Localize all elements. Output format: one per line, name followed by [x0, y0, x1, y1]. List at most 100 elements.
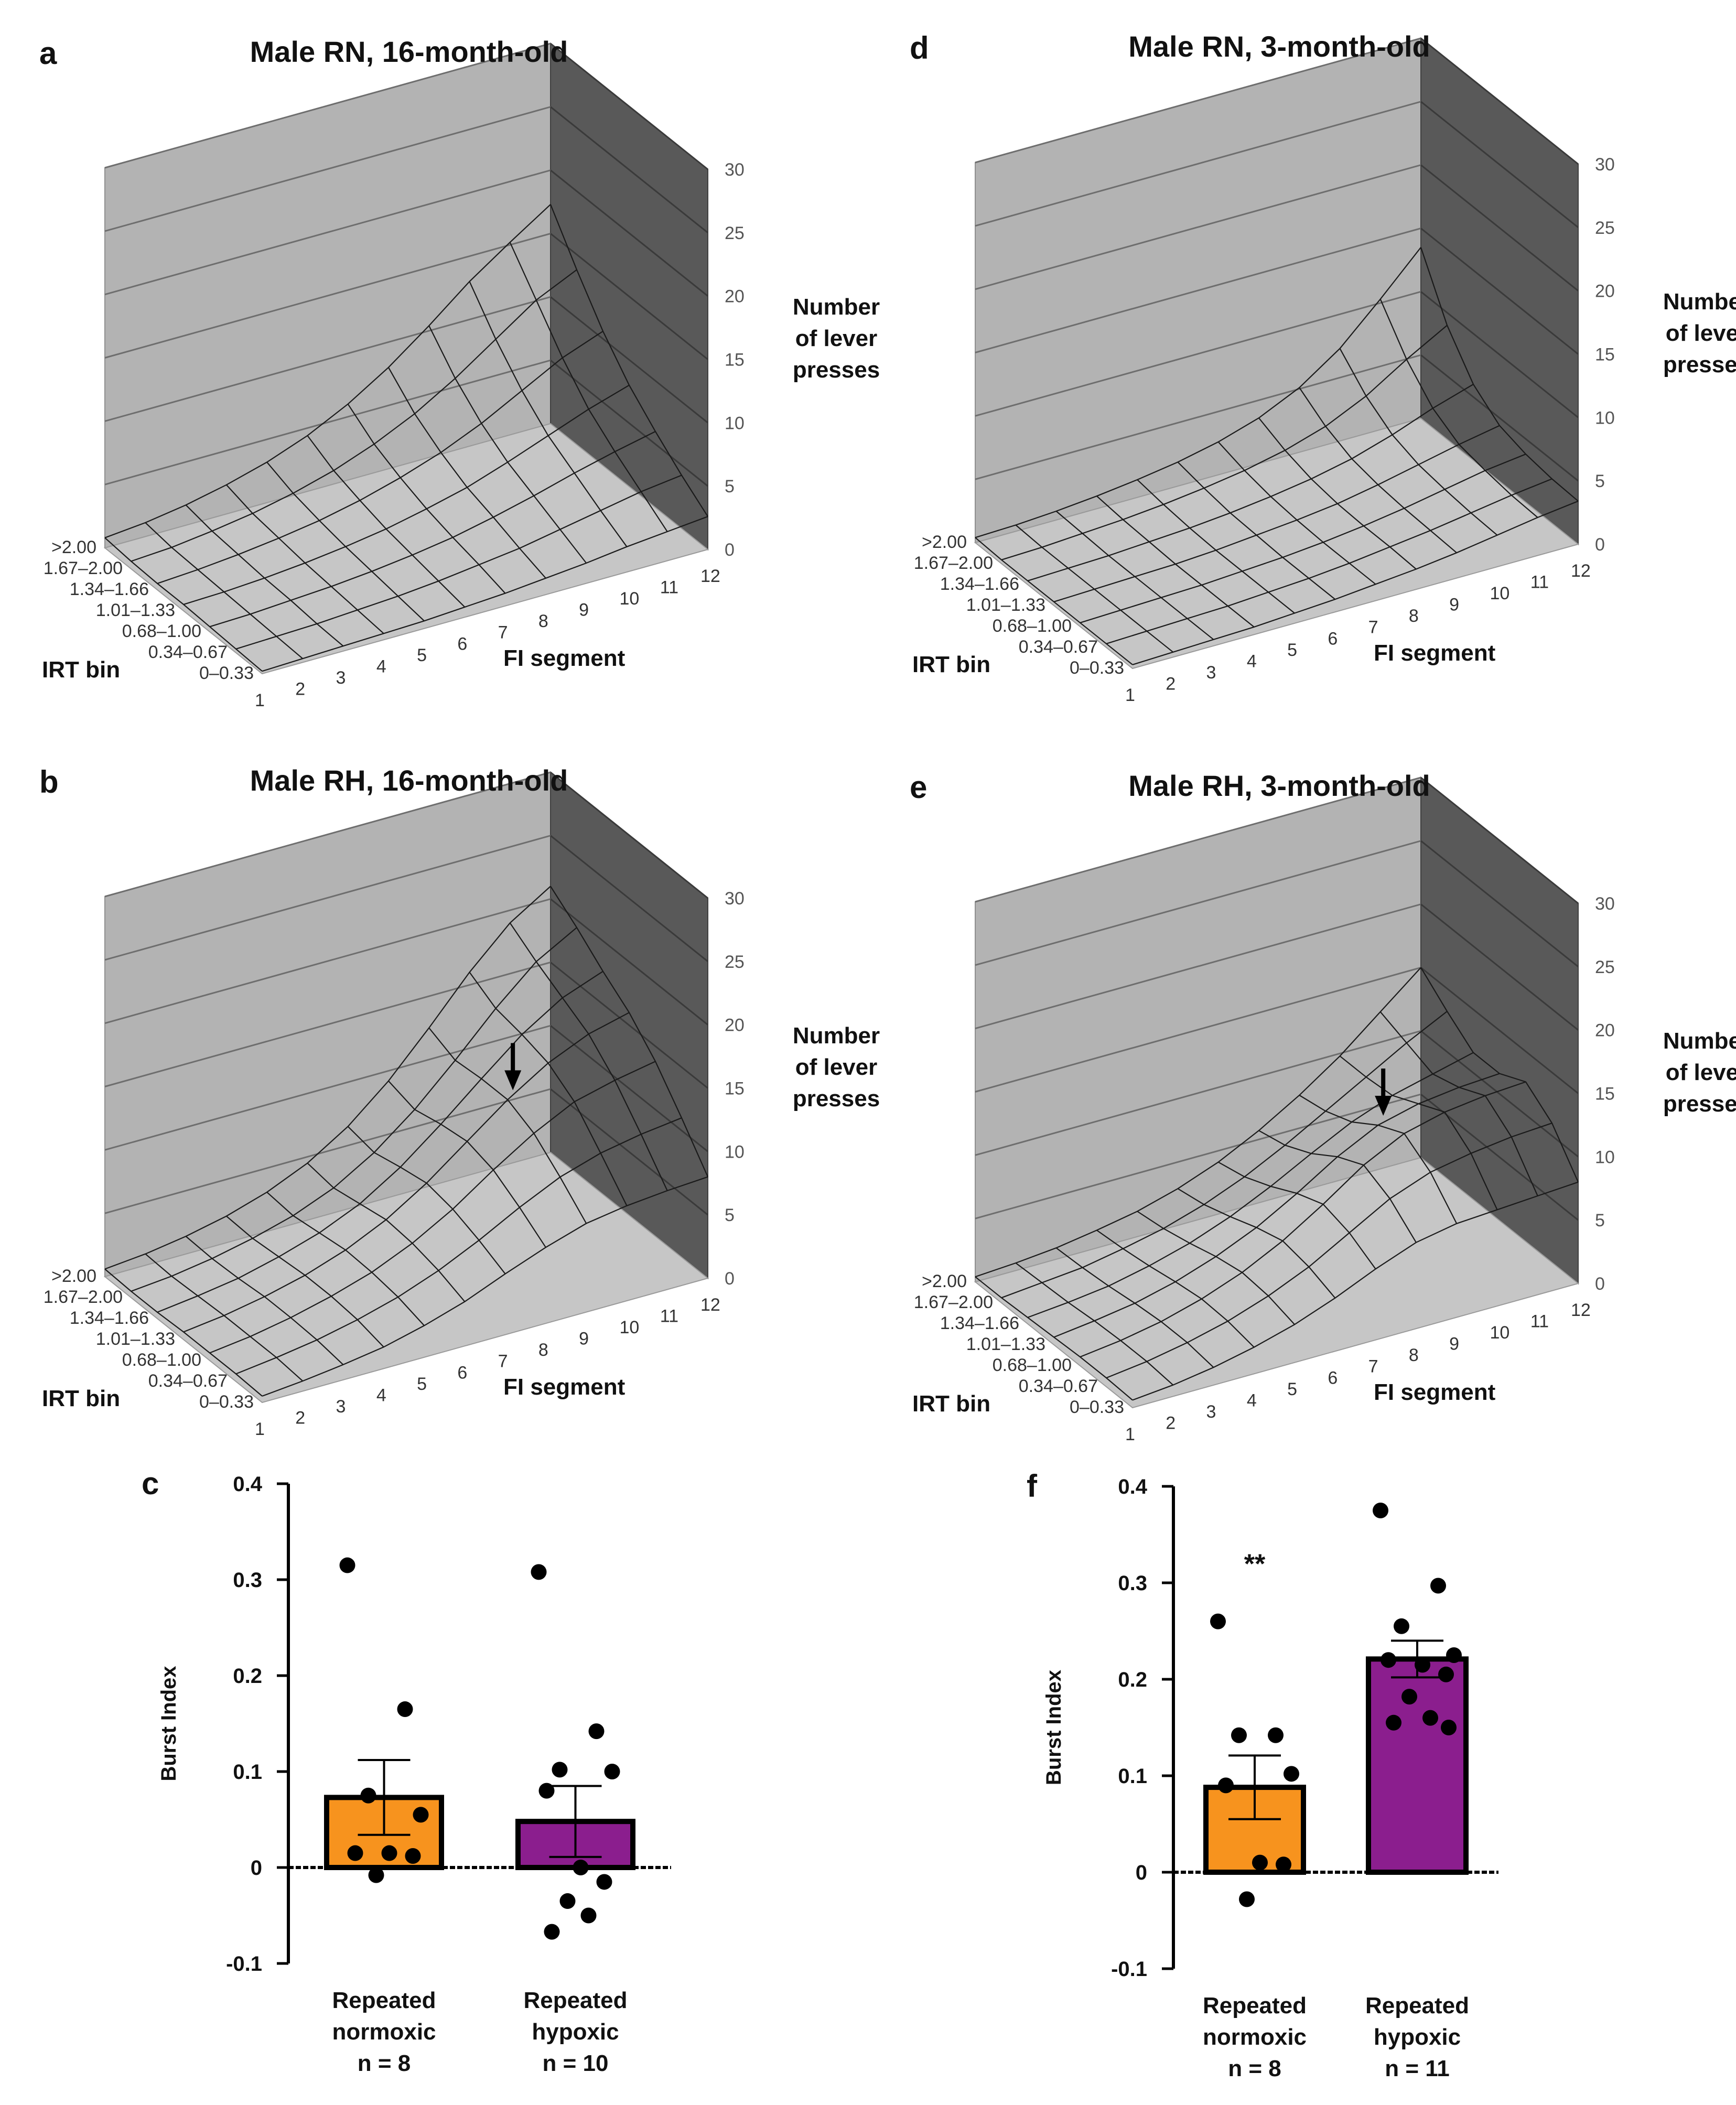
x-tick-label: 9: [1449, 1334, 1459, 1354]
mesh-line-irt: [1132, 1181, 1579, 1401]
x-tick-label: 9: [1449, 595, 1459, 615]
x-tick-label: 3: [336, 1397, 346, 1417]
back-gridline: [975, 290, 1421, 417]
z-tick-label: 0: [725, 1269, 735, 1289]
y-tick-label: 0.34–0.67: [1019, 637, 1098, 657]
mesh-line-fi: [266, 1192, 425, 1326]
data-point: [1386, 1714, 1401, 1731]
y-tick-label: 1.67–2.00: [914, 1292, 993, 1312]
x-tick-label: 12: [700, 1295, 720, 1315]
mesh-line-irt: [235, 1117, 682, 1375]
x-group-label-line: Repeated: [332, 1988, 436, 2013]
side-gridline: [550, 106, 708, 234]
y-axis-label: IRT bin: [912, 1391, 990, 1417]
z-tick-label: 20: [725, 1016, 745, 1035]
data-point: [1268, 1727, 1284, 1743]
back-gridline: [104, 962, 551, 1087]
x-tick-label: 12: [700, 566, 720, 586]
mesh-line-fi: [1339, 1055, 1498, 1210]
back-gridline: [104, 169, 551, 296]
data-point: [538, 1783, 555, 1799]
x-tick-label: 9: [579, 600, 589, 620]
mesh-line-fi: [1177, 1188, 1336, 1299]
z-axis-label-line: presses: [793, 357, 880, 383]
y-tick-label: 0.34–0.67: [148, 1371, 228, 1391]
back-gridline: [975, 776, 1421, 903]
side-gridline: [550, 359, 708, 487]
y-tick-label: 0.1: [1118, 1765, 1147, 1788]
side-gridline: [1420, 776, 1579, 904]
z-axis-label-line: presses: [1663, 352, 1736, 377]
mesh-line-irt: [1106, 478, 1552, 644]
mesh-line-fi: [145, 1253, 304, 1381]
panel-label: c: [142, 1466, 159, 1501]
data-point: [580, 1907, 597, 1924]
x-tick-label: 7: [498, 1352, 508, 1372]
z-axis-label: Number of lever presses: [793, 1023, 880, 1111]
data-point: [1446, 1647, 1462, 1663]
y-tick-label: >2.00: [922, 1271, 967, 1291]
data-point: [1438, 1666, 1454, 1682]
mesh-line-irt: [104, 204, 551, 538]
z-axis-label-line: Number: [1663, 1028, 1736, 1054]
side-gridline: [550, 771, 708, 899]
mesh-line-fi: [1137, 1211, 1295, 1325]
z-axis-label: Number of lever presses: [793, 294, 880, 383]
mesh-line-fi: [549, 204, 708, 517]
z-axis-label-line: Number: [793, 1023, 880, 1049]
z-tick-label: 20: [1595, 282, 1615, 301]
x-tick-label: 8: [538, 611, 548, 631]
x-group-label-line: hypoxic: [1374, 2024, 1461, 2050]
y-tick-label: 0.4: [1118, 1475, 1147, 1498]
z-tick-label: 30: [725, 160, 745, 180]
mesh-line-fi: [104, 1268, 263, 1397]
back-gridline: [975, 1093, 1421, 1219]
z-axis-label-line: of lever: [1666, 1060, 1736, 1085]
z-tick-label: 20: [1595, 1021, 1615, 1041]
z-tick-label: 0: [1595, 535, 1605, 555]
mesh-line-fi: [185, 1236, 344, 1365]
panel-title: Male RH, 3-month-old: [1128, 769, 1430, 802]
mesh-line-fi: [1015, 1262, 1174, 1386]
bar-panel-f: -0.1 0 0.1 0.2 0.3 0.4 Burst Index f Repeated nor…: [1027, 1469, 1498, 2081]
x-tick-label: 2: [295, 679, 305, 699]
mesh-line-fi: [1420, 967, 1579, 1183]
x-tick-label: 10: [1490, 584, 1509, 603]
z-tick-label: 5: [725, 1205, 735, 1225]
back-gridline: [975, 967, 1421, 1093]
mesh-line-irt: [104, 886, 551, 1270]
data-point: [596, 1874, 612, 1890]
y-tick-label: 1.01–1.33: [966, 595, 1045, 615]
x-tick-label: 11: [1530, 1312, 1549, 1332]
side-gridline: [1420, 101, 1579, 229]
data-point: [544, 1924, 560, 1940]
surface-panel-e: 0510152025301234567891011120–0.330.34–0.…: [910, 769, 1736, 1444]
data-point: [1422, 1710, 1438, 1726]
z-tick-label: 10: [1595, 408, 1615, 428]
mesh-line-fi: [469, 971, 628, 1206]
x-group-label: Repeated normoxic n = 8: [332, 1988, 436, 2076]
mesh-line-fi: [225, 484, 384, 634]
x-group-label-line: Repeated: [523, 1988, 627, 2013]
mesh-line-irt: [975, 967, 1421, 1278]
bar-2: [1366, 1656, 1469, 1875]
side-gridline: [1420, 164, 1579, 292]
x-tick-label: 9: [579, 1329, 589, 1349]
mesh-line-fi: [509, 922, 668, 1191]
y-tick-label: 0.3: [1118, 1572, 1147, 1595]
side-gridline: [1420, 37, 1579, 165]
z-tick-label: 25: [725, 952, 745, 972]
x-tick-label: 7: [1368, 1357, 1378, 1377]
y-tick-label: 0–0.33: [199, 1392, 254, 1412]
mesh-line-fi: [226, 1215, 384, 1348]
mesh-line-irt: [131, 927, 577, 1292]
x-axis-label: FI segment: [1374, 640, 1496, 666]
y-tick-label: 0.1: [233, 1761, 262, 1784]
z-axis-label-line: presses: [793, 1086, 880, 1111]
y-tick-label: 1.01–1.33: [96, 1329, 175, 1349]
x-tick-label: 6: [457, 1363, 467, 1383]
z-tick-label: 15: [1595, 1084, 1615, 1104]
data-point: [552, 1762, 568, 1778]
x-tick-label: 11: [660, 578, 678, 598]
